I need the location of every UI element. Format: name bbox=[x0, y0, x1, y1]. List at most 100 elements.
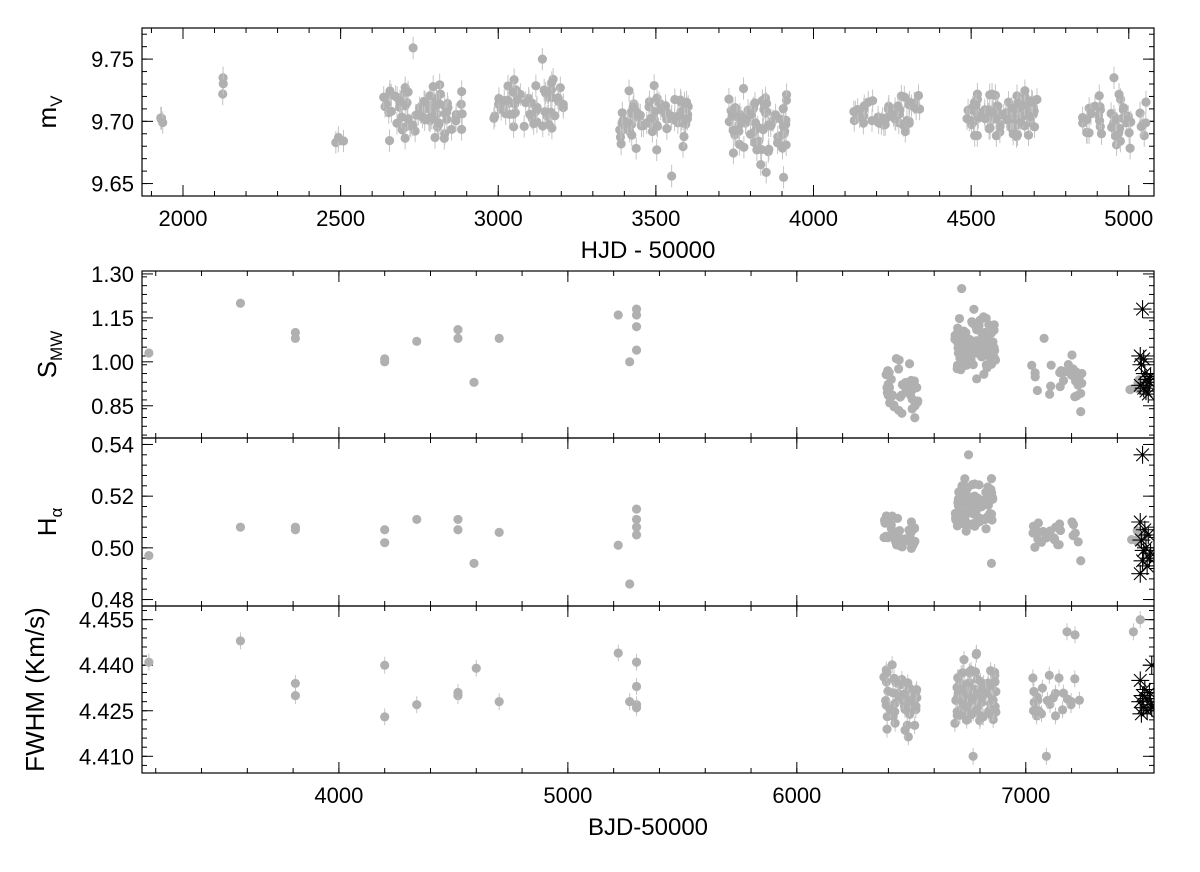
data-point bbox=[1073, 537, 1083, 547]
star-marker bbox=[1139, 385, 1154, 404]
star-marker bbox=[1133, 445, 1152, 464]
data-point bbox=[555, 83, 565, 93]
star-marker bbox=[1133, 686, 1152, 705]
data-point bbox=[235, 298, 246, 308]
data-point bbox=[1055, 368, 1065, 378]
data-point bbox=[1027, 360, 1037, 370]
data-point bbox=[952, 693, 962, 703]
data-point bbox=[412, 700, 422, 710]
data-point bbox=[960, 348, 971, 359]
x-tick-label: 4000 bbox=[789, 206, 838, 231]
data-point bbox=[636, 121, 647, 131]
star-marker bbox=[1138, 556, 1154, 575]
data-point bbox=[895, 392, 905, 402]
data-point bbox=[385, 86, 395, 96]
data-point bbox=[781, 95, 792, 105]
data-point bbox=[403, 87, 413, 97]
data-point bbox=[613, 540, 623, 550]
data-point bbox=[503, 81, 513, 91]
data-point bbox=[986, 558, 997, 568]
data-point bbox=[505, 109, 515, 119]
data-point bbox=[1109, 73, 1119, 83]
data-point bbox=[1023, 130, 1034, 140]
data-point bbox=[631, 657, 642, 667]
star-marker bbox=[1141, 367, 1154, 386]
data-point bbox=[890, 110, 900, 120]
data-point bbox=[1076, 556, 1086, 566]
data-point bbox=[412, 336, 422, 346]
data-point bbox=[1029, 686, 1039, 697]
data-point bbox=[380, 525, 390, 535]
data-point bbox=[290, 333, 301, 343]
data-point bbox=[910, 536, 920, 546]
data-point bbox=[457, 86, 467, 97]
data-point bbox=[955, 710, 965, 720]
data-point bbox=[529, 118, 539, 129]
data-point bbox=[412, 514, 422, 525]
data-point bbox=[456, 99, 466, 109]
data-point bbox=[961, 495, 971, 505]
data-point bbox=[950, 718, 960, 728]
data-point bbox=[756, 159, 766, 170]
y-tick-label: 9.70 bbox=[91, 109, 134, 134]
data-point bbox=[953, 323, 963, 333]
data-point bbox=[1125, 143, 1135, 153]
data-point bbox=[965, 506, 976, 517]
data-point bbox=[972, 374, 982, 384]
star-marker bbox=[1131, 564, 1150, 583]
star-marker bbox=[1142, 698, 1154, 717]
x-tick-label: 2000 bbox=[159, 206, 208, 231]
data-point bbox=[961, 526, 971, 536]
data-point bbox=[453, 324, 463, 335]
data-point bbox=[519, 121, 529, 131]
data-point bbox=[428, 81, 438, 92]
data-point bbox=[1044, 670, 1054, 680]
data-point bbox=[660, 101, 671, 111]
data-point bbox=[1030, 542, 1040, 552]
data-point bbox=[912, 382, 922, 393]
data-point bbox=[218, 89, 228, 99]
data-point bbox=[879, 532, 889, 543]
data-point bbox=[615, 132, 626, 142]
axes-frame bbox=[141, 270, 1155, 439]
data-point bbox=[750, 118, 761, 128]
data-point bbox=[542, 87, 552, 98]
y-tick-label: 1.30 bbox=[91, 262, 134, 287]
data-point bbox=[966, 665, 976, 675]
data-point bbox=[958, 668, 968, 678]
y-axis-label-main: H bbox=[32, 518, 62, 537]
data-point bbox=[889, 673, 899, 683]
data-point bbox=[778, 104, 788, 114]
data-point bbox=[885, 705, 896, 715]
star-marker bbox=[1135, 520, 1154, 539]
data-point bbox=[1049, 533, 1059, 543]
data-point bbox=[971, 100, 981, 110]
data-point bbox=[739, 142, 749, 152]
data-point bbox=[1050, 711, 1061, 721]
data-point bbox=[625, 697, 635, 707]
data-point bbox=[679, 98, 690, 108]
data-point bbox=[911, 701, 921, 711]
data-point bbox=[379, 92, 389, 102]
data-point bbox=[667, 111, 677, 121]
data-point bbox=[898, 534, 909, 544]
y-axis-label-main: m bbox=[32, 107, 62, 129]
data-point bbox=[990, 677, 1000, 687]
data-point bbox=[235, 636, 246, 646]
data-point bbox=[144, 551, 154, 561]
y-tick-label: 4.410 bbox=[79, 744, 134, 769]
data-point bbox=[420, 97, 430, 107]
data-point bbox=[900, 725, 910, 735]
data-point bbox=[333, 132, 344, 143]
data-point bbox=[900, 126, 910, 137]
star-marker bbox=[1131, 692, 1150, 711]
data-point bbox=[631, 504, 642, 514]
data-point bbox=[1027, 97, 1038, 107]
data-point bbox=[868, 96, 878, 106]
y-axis-label: mV bbox=[32, 95, 66, 129]
data-point bbox=[1127, 535, 1137, 545]
data-point bbox=[451, 116, 461, 126]
data-point bbox=[1028, 673, 1038, 683]
data-point bbox=[290, 690, 301, 701]
data-point bbox=[995, 122, 1005, 132]
